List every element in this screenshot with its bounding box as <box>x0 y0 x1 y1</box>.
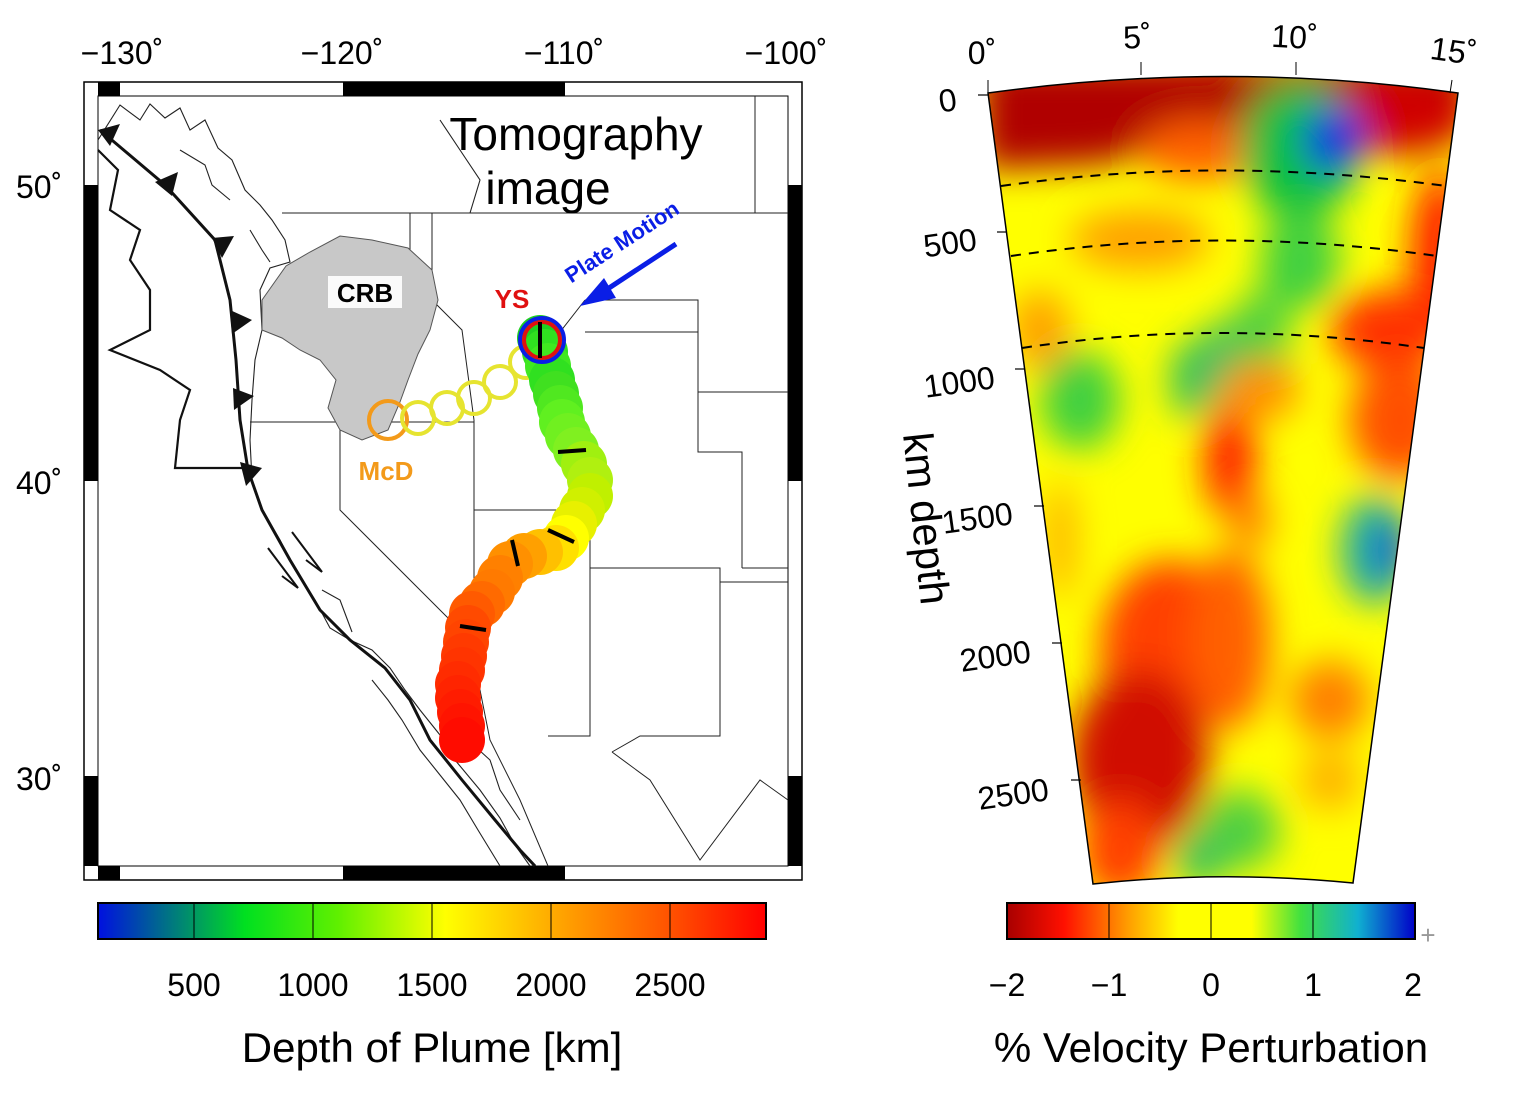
plate-boundary <box>97 128 537 868</box>
ys-label: YS <box>495 284 530 314</box>
velocity-colorbar-tick-label: 0 <box>1202 967 1220 1003</box>
track-ring <box>367 399 409 441</box>
velocity-colorbar-ticks <box>1108 903 1314 939</box>
frame-bar <box>84 776 98 866</box>
depth-axis-label: km depth <box>894 430 959 607</box>
depth-tick-label: 0 <box>936 81 959 119</box>
crb-label-bg <box>328 276 402 308</box>
section-panel: 0˚ 5˚ 10˚ 15˚ 0 500 1000 1500 2000 2500 … <box>894 18 1479 1071</box>
frame-bar <box>98 82 120 96</box>
angle-tick-label: 15˚ <box>1428 30 1479 72</box>
track-ring <box>456 380 492 416</box>
velocity-colorbar-tick-label: −2 <box>989 967 1025 1003</box>
angle-tick-label: 5˚ <box>1122 18 1152 55</box>
depth-colorbar-tick-label: 1500 <box>396 967 467 1003</box>
depth-tick-label: 500 <box>921 221 979 264</box>
track-ring <box>482 364 518 400</box>
map-frame <box>83 81 803 881</box>
crb-label: CRB <box>337 278 393 308</box>
depth-tick-labels: 0 500 1000 1500 2000 2500 <box>921 81 1051 817</box>
subduction-teeth <box>98 124 262 486</box>
transform-fault-symbol <box>267 531 323 589</box>
lat-tick-label: 50˚ <box>16 169 62 205</box>
plume-depth-ticks <box>459 448 587 632</box>
frame-bar <box>343 82 565 96</box>
depth-colorbar-tick-label: 1000 <box>277 967 348 1003</box>
frame-bar <box>84 185 98 481</box>
lon-tick-label: −120˚ <box>301 35 384 71</box>
frame-bar <box>788 776 802 866</box>
velocity-colorbar-title: % Velocity Perturbation <box>994 1024 1428 1071</box>
depth-colorbar-tick-label: 2500 <box>634 967 705 1003</box>
depth-colorbar-tick-label: 500 <box>167 967 220 1003</box>
depth-colorbar-ticks <box>193 903 671 939</box>
frame-bar <box>788 185 802 481</box>
plume-dot <box>439 717 485 763</box>
frame-bar <box>343 866 565 880</box>
discontinuity-lines <box>1000 169 1447 349</box>
plus-marker: + <box>1420 920 1435 950</box>
depth-colorbar-tick-label: 2000 <box>515 967 586 1003</box>
angle-tick-marks <box>987 62 1453 94</box>
plate-motion-arrow <box>580 241 678 306</box>
angle-tick-label: 0˚ <box>968 35 996 71</box>
lon-tick-label: −110˚ <box>524 35 604 71</box>
lat-tick-label: 30˚ <box>16 761 62 797</box>
ys-blue-ring <box>518 316 566 364</box>
overlay-title-line1: Tomography <box>449 108 702 160</box>
lon-tick-label: −100˚ <box>745 35 828 71</box>
angle-tick-label: 10˚ <box>1271 18 1319 56</box>
depth-tick-marks <box>978 94 1081 781</box>
velocity-colorbar-tick-label: 1 <box>1304 967 1322 1003</box>
lat-tick-label: 40˚ <box>16 465 62 501</box>
depth-tick-label: 2500 <box>975 771 1051 817</box>
tomography-section <box>988 76 1458 884</box>
lon-tick-label: −130˚ <box>81 35 164 71</box>
section-outline <box>987 75 1459 885</box>
velocity-colorbar-tick-label: −1 <box>1091 967 1127 1003</box>
velocity-colorbar-tick-label: 2 <box>1404 967 1422 1003</box>
frame-bar <box>98 866 120 880</box>
mcd-label: McD <box>359 456 414 486</box>
map-panel: Plate Motion CRB YS McD Tomography image… <box>16 35 827 1071</box>
depth-tick-label: 1000 <box>921 359 997 405</box>
overlay-title-line2: image <box>485 162 610 214</box>
depth-tick-label: 2000 <box>957 633 1033 679</box>
depth-colorbar-title: Depth of Plume [km] <box>242 1024 622 1071</box>
